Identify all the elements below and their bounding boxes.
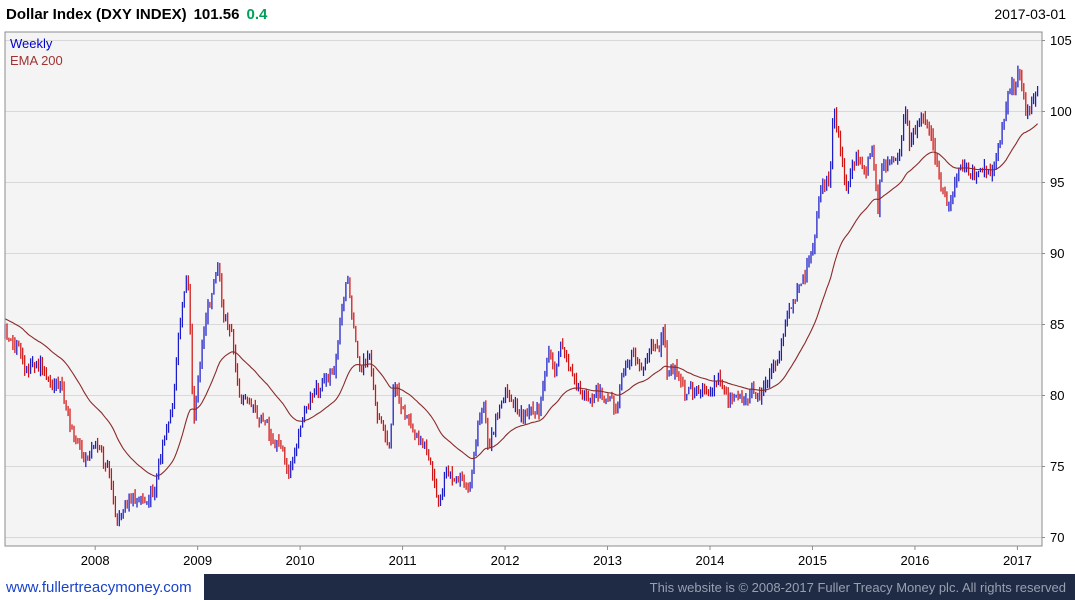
svg-text:105: 105	[1050, 33, 1072, 48]
instrument-name: Dollar Index (DXY INDEX)	[6, 5, 187, 23]
chart-area: 105 100 95 90 85 80 75 70 2008 2009 2010 2011 2012 20…	[0, 28, 1075, 574]
copyright-bar: This website is © 2008-2017 Fuller Treac…	[203, 574, 1075, 600]
svg-text:95: 95	[1050, 175, 1064, 190]
svg-text:90: 90	[1050, 246, 1064, 261]
chart-date: 2017-03-01	[994, 6, 1066, 22]
chart-legend: Weekly EMA 200	[10, 35, 63, 69]
svg-text:2011: 2011	[389, 553, 417, 568]
price-change: 0.4	[246, 5, 268, 23]
last-price: 101.56	[193, 5, 240, 23]
price-chart: 105 100 95 90 85 80 75 70 2008 2009 2010 2011 2012 20…	[4, 31, 1072, 568]
svg-text:2015: 2015	[798, 553, 827, 568]
svg-text:85: 85	[1050, 317, 1064, 332]
site-link[interactable]: www.fullertreacymoney.com	[0, 574, 204, 600]
svg-text:70: 70	[1050, 530, 1064, 545]
chart-title: Dollar Index (DXY INDEX) 101.56 0.4	[6, 6, 267, 23]
copyright-text: This website is © 2008-2017 Fuller Treac…	[649, 579, 1066, 595]
legend-ema-label: EMA 200	[10, 53, 63, 68]
svg-text:2017: 2017	[1003, 553, 1032, 568]
legend-weekly-label: Weekly	[10, 36, 53, 51]
footer-bar: www.fullertreacymoney.com This website i…	[0, 574, 1075, 600]
svg-text:80: 80	[1050, 388, 1064, 403]
svg-text:75: 75	[1050, 459, 1064, 474]
svg-text:2013: 2013	[593, 553, 622, 568]
svg-text:2008: 2008	[81, 553, 110, 568]
svg-text:2009: 2009	[183, 553, 212, 568]
svg-text:2010: 2010	[286, 553, 315, 568]
svg-text:2012: 2012	[491, 553, 520, 568]
chart-header: Dollar Index (DXY INDEX) 101.56 0.4 2017…	[0, 0, 1075, 28]
svg-text:2016: 2016	[900, 553, 929, 568]
svg-text:100: 100	[1050, 104, 1072, 119]
svg-text:2014: 2014	[696, 553, 725, 568]
